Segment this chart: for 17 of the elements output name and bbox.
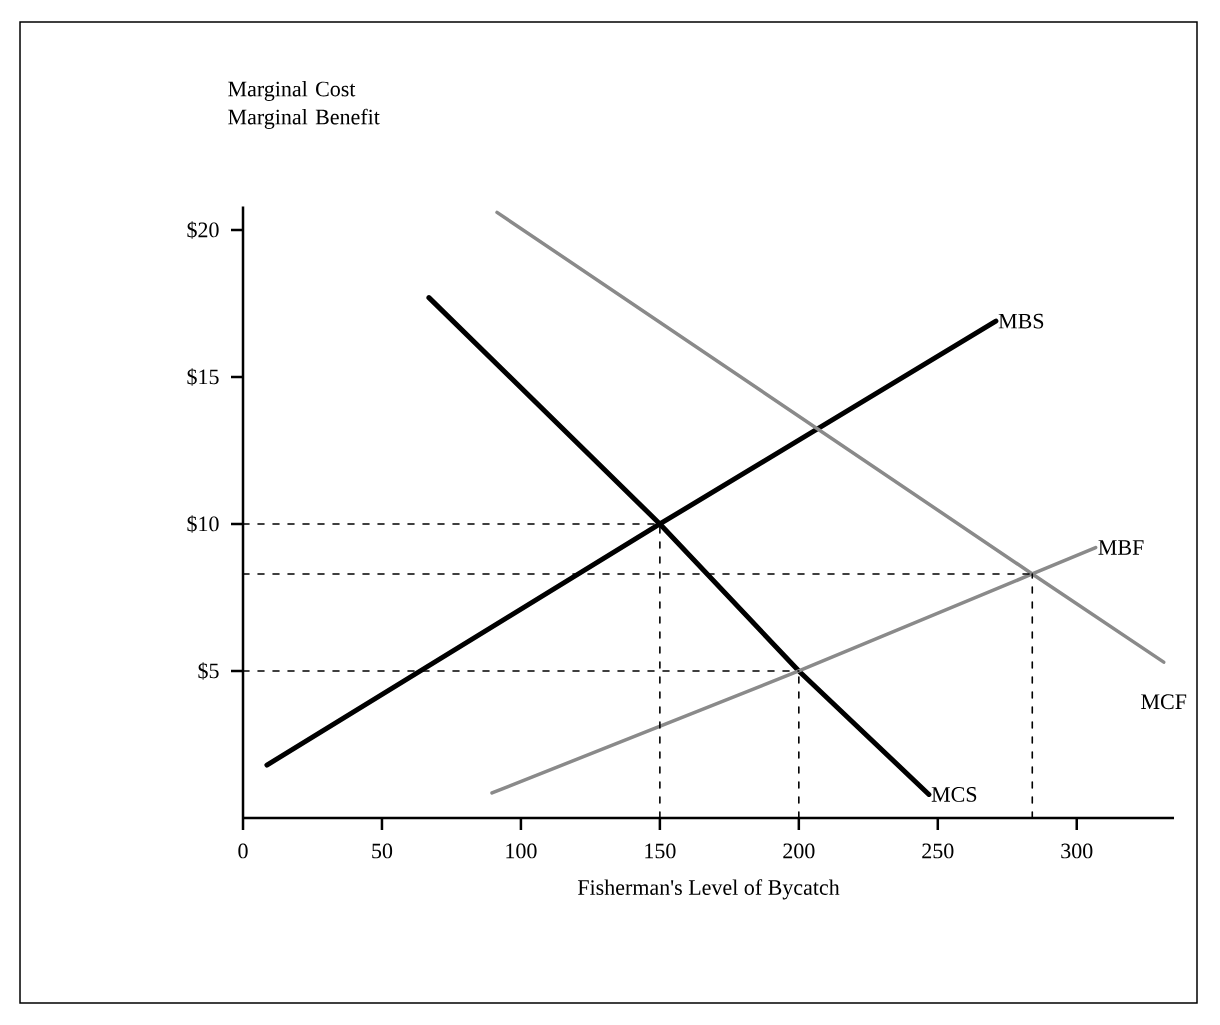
y-axis-title: Marginal Cost Marginal Benefit	[228, 80, 380, 129]
y-tick-label: $10	[187, 515, 219, 533]
x-tick-label: 150	[645, 843, 676, 859]
x-tick-label: 250	[922, 843, 954, 859]
x-tick-label: 50	[372, 843, 393, 859]
series-label: MBS	[998, 313, 1044, 329]
x-tick-label: 300	[1061, 843, 1093, 859]
x-axis-title: Fisherman's Level of Bycatch	[577, 879, 840, 900]
x-tick-label: 200	[783, 843, 815, 859]
x-tick-label: 0	[238, 843, 248, 859]
y-tick-label: $15	[187, 368, 219, 386]
y-tick-label: $5	[198, 662, 219, 680]
series-label: MCF	[1141, 694, 1187, 710]
series-label: MCS	[931, 787, 977, 802]
y-tick-label: $20	[187, 221, 219, 239]
series-label: MBF	[1098, 540, 1144, 555]
x-tick-label: 100	[506, 843, 537, 859]
